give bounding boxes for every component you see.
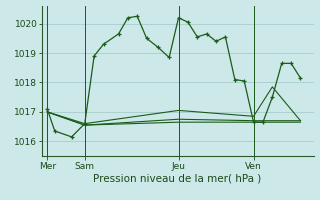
X-axis label: Pression niveau de la mer( hPa ): Pression niveau de la mer( hPa ) [93,173,262,183]
